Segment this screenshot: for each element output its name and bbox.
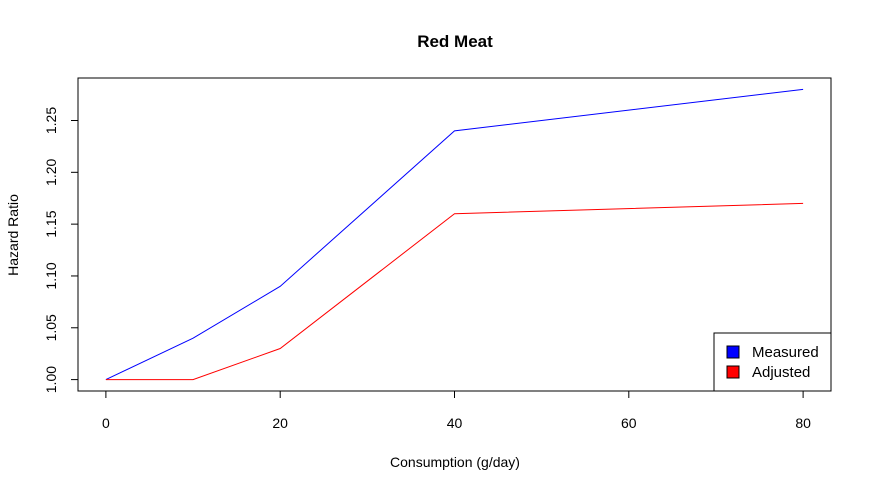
x-axis: 0 20 40 60 80 bbox=[102, 390, 811, 431]
y-tick-label: 1.25 bbox=[43, 107, 59, 134]
y-tick-label: 1.10 bbox=[43, 262, 59, 289]
y-axis: 1.00 1.05 1.10 1.15 1.20 1.25 bbox=[43, 107, 79, 393]
x-tick-label: 0 bbox=[102, 415, 110, 431]
x-tick-label: 40 bbox=[447, 415, 463, 431]
legend-swatch bbox=[726, 345, 740, 359]
legend-label: Measured bbox=[752, 344, 819, 361]
y-tick-label: 1.20 bbox=[43, 158, 59, 185]
x-axis-title: Consumption (g/day) bbox=[390, 454, 520, 470]
legend: Measured Adjusted bbox=[713, 332, 832, 392]
y-tick-label: 1.05 bbox=[43, 314, 59, 341]
y-axis-title: Hazard Ratio bbox=[5, 194, 21, 276]
x-tick-label: 60 bbox=[621, 415, 637, 431]
legend-label: Adjusted bbox=[752, 364, 810, 381]
y-tick-label: 1.15 bbox=[43, 210, 59, 237]
series-line-adjusted bbox=[105, 202, 804, 381]
series-layer bbox=[105, 88, 804, 381]
chart-title: Red Meat bbox=[417, 32, 493, 51]
y-tick-label: 1.00 bbox=[43, 366, 59, 393]
x-tick-label: 80 bbox=[795, 415, 811, 431]
legend-swatch bbox=[726, 365, 740, 379]
x-tick-label: 20 bbox=[272, 415, 288, 431]
legend-box bbox=[713, 332, 832, 392]
series-line-measured bbox=[105, 88, 804, 381]
